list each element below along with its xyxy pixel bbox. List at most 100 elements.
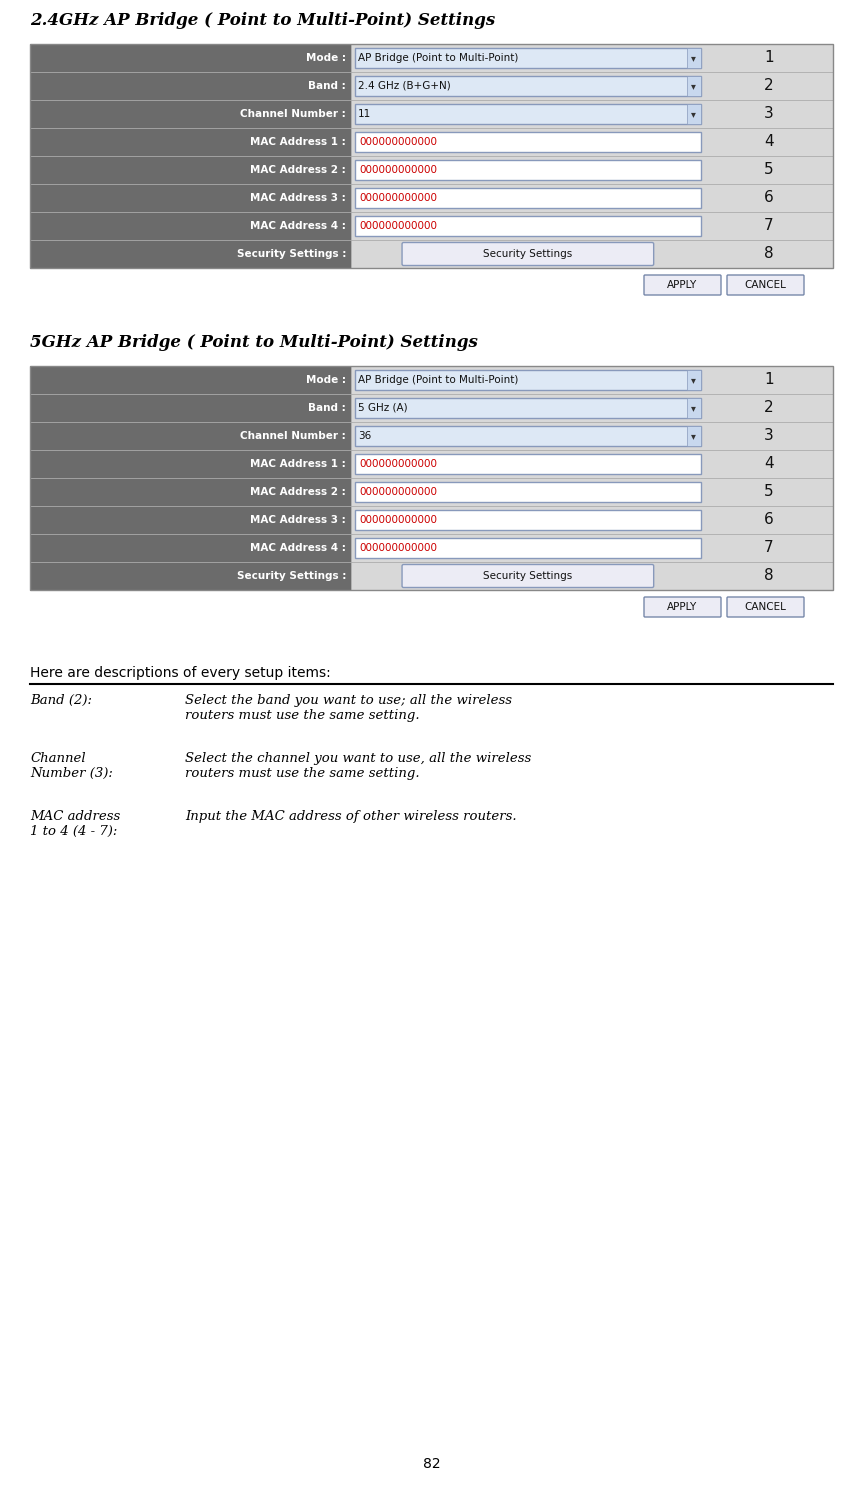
Text: Band (2):: Band (2): [30,694,92,707]
Text: 1: 1 [764,373,773,388]
Bar [351,366,833,394]
Text: 36: 36 [358,431,371,441]
Bar [30,422,351,450]
Text: APPLY: APPLY [667,602,697,612]
Text: 3: 3 [764,428,773,443]
Text: ▾: ▾ [691,82,696,91]
Text: Security Settings: Security Settings [483,250,572,259]
Bar [351,562,833,590]
Text: 7: 7 [764,218,773,233]
Text: Select the channel you want to use, all the wireless
routers must use the same s: Select the channel you want to use, all … [185,752,532,780]
Text: 2: 2 [764,401,773,416]
Bar [356,426,701,446]
FancyBboxPatch shape [644,597,721,617]
Text: Mode :: Mode : [306,53,346,62]
Bar [356,510,701,531]
Bar [356,455,701,474]
Text: 4: 4 [764,135,773,150]
Text: MAC Address 1 :: MAC Address 1 : [250,137,346,147]
Text: 2: 2 [764,79,773,94]
Bar [356,104,701,123]
Bar [30,241,351,267]
Bar [687,370,701,389]
Bar [351,71,833,100]
Text: MAC Address 2 :: MAC Address 2 : [250,487,346,496]
Text: 3: 3 [764,107,773,122]
Bar [351,507,833,533]
Text: AP Bridge (Point to Multi-Point): AP Bridge (Point to Multi-Point) [358,53,519,62]
Text: 5: 5 [764,484,773,499]
Bar [356,538,701,559]
FancyBboxPatch shape [402,242,653,266]
Text: MAC Address 4 :: MAC Address 4 : [250,542,346,553]
Text: 000000000000: 000000000000 [359,193,438,204]
Bar [30,128,351,156]
Bar [30,45,833,267]
Text: Channel Number :: Channel Number : [241,108,346,119]
Text: Band :: Band : [308,82,346,91]
Text: 2.4 GHz (B+G+N): 2.4 GHz (B+G+N) [358,82,451,91]
Bar [30,478,351,507]
Text: 000000000000: 000000000000 [359,221,438,230]
Text: CANCEL: CANCEL [745,602,786,612]
Text: 2.4GHz AP Bridge ( Point to Multi-Point) Settings: 2.4GHz AP Bridge ( Point to Multi-Point)… [30,12,495,30]
Bar [30,450,351,478]
Bar [30,156,351,184]
Text: MAC Address 3 :: MAC Address 3 : [250,193,346,204]
Bar [351,128,833,156]
Bar [356,76,701,97]
Bar [351,45,833,71]
Bar [356,132,701,152]
Bar [356,189,701,208]
Bar [687,48,701,68]
Text: Here are descriptions of every setup items:: Here are descriptions of every setup ite… [30,666,331,681]
FancyBboxPatch shape [727,597,804,617]
Text: ▾: ▾ [691,374,696,385]
Bar [356,398,701,418]
Bar [30,100,351,128]
Bar [687,104,701,123]
Text: 000000000000: 000000000000 [359,516,438,525]
Bar [351,156,833,184]
Bar [30,366,351,394]
Bar [687,426,701,446]
Text: MAC Address 2 :: MAC Address 2 : [250,165,346,175]
Bar [356,215,701,236]
FancyBboxPatch shape [644,275,721,296]
Text: 11: 11 [358,108,371,119]
Text: APPLY: APPLY [667,279,697,290]
Text: 8: 8 [764,247,773,262]
Bar [30,366,833,590]
Text: 5: 5 [764,162,773,177]
Text: 000000000000: 000000000000 [359,542,438,553]
Text: Input the MAC address of other wireless routers.: Input the MAC address of other wireless … [185,810,517,823]
Bar [351,422,833,450]
Text: 5 GHz (A): 5 GHz (A) [358,403,408,413]
Text: 000000000000: 000000000000 [359,137,438,147]
Text: 5GHz AP Bridge ( Point to Multi-Point) Settings: 5GHz AP Bridge ( Point to Multi-Point) S… [30,334,478,351]
Text: 000000000000: 000000000000 [359,165,438,175]
FancyBboxPatch shape [727,275,804,296]
Bar [30,184,351,212]
Text: Channel Number :: Channel Number : [241,431,346,441]
Bar [30,394,351,422]
Bar [356,48,701,68]
Bar [356,370,701,389]
Text: ▾: ▾ [691,108,696,119]
Bar [356,160,701,180]
Text: Channel
Number (3):: Channel Number (3): [30,752,113,780]
Bar [351,212,833,241]
Text: ▾: ▾ [691,431,696,441]
Text: MAC Address 1 :: MAC Address 1 : [250,459,346,470]
Bar [351,478,833,507]
Bar [687,76,701,97]
Bar [30,533,351,562]
Text: MAC Address 3 :: MAC Address 3 : [250,516,346,525]
Bar [351,241,833,267]
Bar [687,398,701,418]
Text: Mode :: Mode : [306,374,346,385]
Text: Security Settings :: Security Settings : [236,250,346,259]
Text: Security Settings: Security Settings [483,571,572,581]
Text: 82: 82 [423,1456,440,1471]
Bar [351,394,833,422]
